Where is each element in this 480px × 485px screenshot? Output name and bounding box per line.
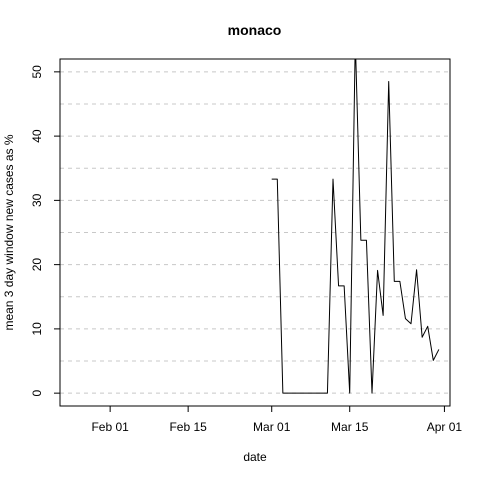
y-tick-label: 0 <box>30 389 44 396</box>
y-tick-label: 30 <box>30 193 44 207</box>
x-tick-label: Mar 01 <box>253 420 291 434</box>
y-tick-label: 40 <box>30 129 44 143</box>
axes: 0 10 20 30 40 50 Feb 01 Feb 15 Mar 01 Mar 15 Apr 0… <box>30 65 462 434</box>
grid-lines <box>60 71 450 394</box>
y-axis-label: mean 3 day window new cases as % <box>2 134 16 330</box>
y-tick-label: 10 <box>30 322 44 336</box>
y-tick-label: 50 <box>30 65 44 79</box>
x-tick-label: Apr 01 <box>427 420 463 434</box>
x-tick-label: Feb 01 <box>91 420 129 434</box>
data-series <box>271 59 440 394</box>
x-tick-label: Mar 15 <box>331 420 369 434</box>
x-tick-label: Feb 15 <box>169 420 207 434</box>
x-axis-label: date <box>243 450 267 464</box>
plot-frame <box>59 58 451 407</box>
chart-title: monaco <box>228 22 282 38</box>
series-line <box>271 59 440 394</box>
y-tick-label: 20 <box>30 258 44 272</box>
